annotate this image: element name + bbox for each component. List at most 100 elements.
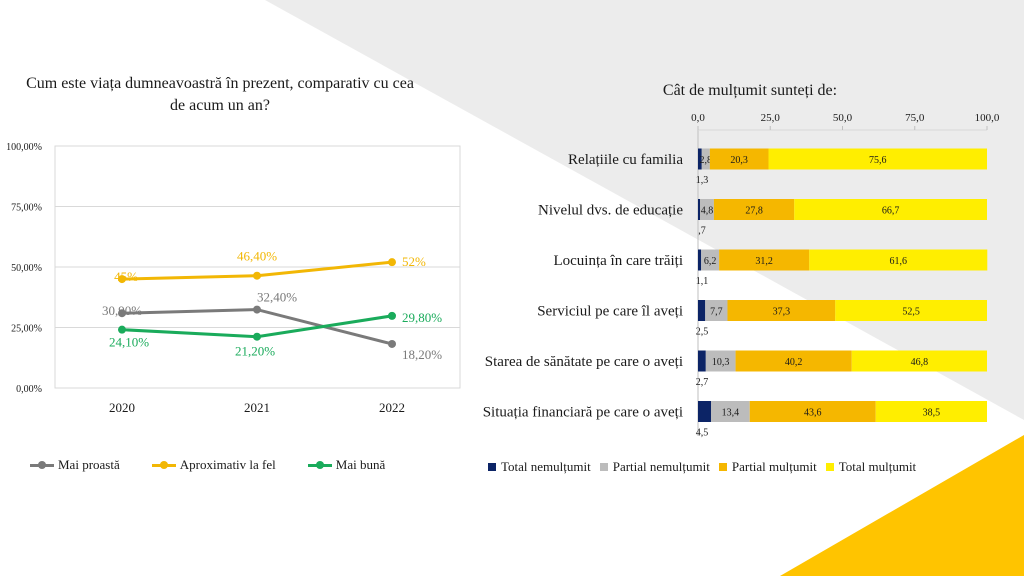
bar-segment: [698, 148, 702, 170]
category-label: Relațiile cu familia: [568, 152, 683, 168]
y-tick-label: 50,00%: [11, 263, 42, 274]
data-label: 27,8: [745, 206, 763, 217]
legend-item: Aproximativ la fel: [151, 457, 276, 473]
data-label: 40,2: [785, 357, 803, 368]
bar-segment: [749, 401, 876, 422]
data-point: [118, 325, 126, 334]
bar-segment: [698, 199, 701, 220]
data-label: 66,7: [882, 206, 900, 217]
x-tick-label: 2020: [109, 400, 135, 415]
bar-segment: [713, 199, 795, 220]
data-point: [253, 271, 261, 280]
bar-segment: [794, 199, 987, 220]
y-tick-label: 75,00%: [11, 203, 42, 214]
category-label: Nivelul dvs. de educație: [538, 203, 683, 219]
background-yellow-shape: [780, 435, 1024, 576]
data-label: 4,5: [696, 428, 709, 439]
category-label: Serviciul pe care îl aveți: [537, 304, 683, 320]
legend-label: Total nemulțumit: [501, 459, 591, 474]
legend-marker: [307, 460, 332, 470]
data-label: 24,10%: [109, 335, 149, 350]
data-point: [118, 275, 126, 284]
x-tick-label: 75,0: [905, 112, 925, 124]
bar-segment: [735, 350, 852, 372]
data-label: 52%: [402, 254, 426, 269]
legend-label: Mai bună: [335, 457, 386, 472]
bar-segment: [701, 148, 710, 170]
bar-segment: [700, 199, 714, 220]
data-label: 1,1: [696, 276, 709, 287]
line-chart-legend: Mai proastă Aproximativ la fel Mai bună: [30, 457, 417, 473]
legend-item: Total mulțumit: [825, 459, 917, 475]
data-point: [253, 332, 261, 341]
data-label: 30,90%: [102, 303, 142, 318]
data-label: 29,80%: [402, 310, 442, 325]
y-tick-label: 0,00%: [16, 384, 42, 395]
data-label: 21,20%: [235, 344, 275, 359]
data-label: 4,8: [701, 206, 714, 217]
data-label: 37,3: [773, 307, 791, 318]
data-label: 46,8: [911, 357, 929, 368]
legend-marker: [151, 460, 176, 470]
bar-segment: [709, 148, 769, 170]
legend-marker: [30, 460, 54, 470]
data-label: 1,3: [696, 175, 709, 186]
bar-segment: [809, 249, 988, 271]
bar-segment: [698, 350, 706, 372]
y-tick-label: 25,00%: [11, 324, 42, 335]
bar-segment: [711, 401, 750, 422]
x-tick-label: 2022: [379, 400, 405, 415]
data-label: 45%: [114, 269, 138, 284]
bar-segment: [701, 249, 720, 271]
data-point: [388, 339, 396, 348]
bar-segment: [851, 350, 987, 372]
x-tick-label: 2021: [244, 400, 270, 415]
legend-label: Aproximativ la fel: [179, 457, 276, 472]
line-chart-title: Cum este viața dumneavoastră în prezent,…: [26, 75, 414, 114]
bar-segment: [698, 300, 706, 321]
legend-label: Mai proastă: [58, 457, 120, 472]
bar-segment: [719, 249, 810, 271]
x-tick-label: 100,0: [975, 112, 1000, 124]
data-label: 46,40%: [237, 249, 277, 264]
legend-item: Mai proastă: [30, 457, 120, 473]
data-label: 2,5: [696, 327, 709, 338]
data-label: 6,2: [704, 256, 717, 267]
data-label: 43,6: [804, 408, 822, 419]
bar-chart-title: Cât de mulțumit sunteți de:: [662, 82, 838, 99]
legend-item: Partial mulțumit: [718, 459, 817, 475]
bar-segment: [727, 300, 836, 321]
legend-swatch: [825, 463, 834, 471]
data-label: 2,7: [696, 377, 709, 388]
data-label: ,7: [698, 226, 706, 237]
data-label: 20,3: [730, 155, 748, 166]
data-point: [388, 311, 396, 320]
data-label: 61,6: [890, 256, 908, 267]
x-tick-label: 0,0: [691, 112, 705, 124]
category-label: Starea de sănătate pe care o aveți: [485, 354, 683, 370]
legend-label: Partial mulțumit: [731, 459, 817, 474]
data-point: [253, 305, 261, 314]
category-label: Locuința în care trăiți: [553, 253, 683, 269]
data-label: 52,5: [902, 307, 920, 318]
data-point: [118, 309, 126, 318]
x-tick-label: 25,0: [761, 112, 781, 124]
data-label: 32,40%: [257, 290, 297, 305]
legend-swatch: [488, 463, 496, 471]
data-label: 31,2: [755, 256, 773, 267]
legend-swatch: [718, 463, 727, 471]
data-point: [388, 258, 396, 267]
data-label: 7,7: [710, 307, 723, 318]
data-label: 10,3: [712, 357, 730, 368]
data-label: 75,6: [869, 155, 887, 166]
bar-segment: [698, 401, 712, 422]
bar-segment: [705, 350, 736, 372]
bar-segment: [875, 401, 987, 422]
y-tick-label: 100,00%: [6, 142, 42, 153]
data-label: 18,20%: [402, 347, 442, 362]
category-label: Situația financiară pe care o aveți: [483, 405, 683, 421]
bar-chart-legend: Total nemulțumit Partial nemulțumit Partia…: [488, 459, 925, 475]
legend-label: Total mulțumit: [838, 459, 917, 474]
legend-item: Total nemulțumit: [488, 459, 591, 475]
